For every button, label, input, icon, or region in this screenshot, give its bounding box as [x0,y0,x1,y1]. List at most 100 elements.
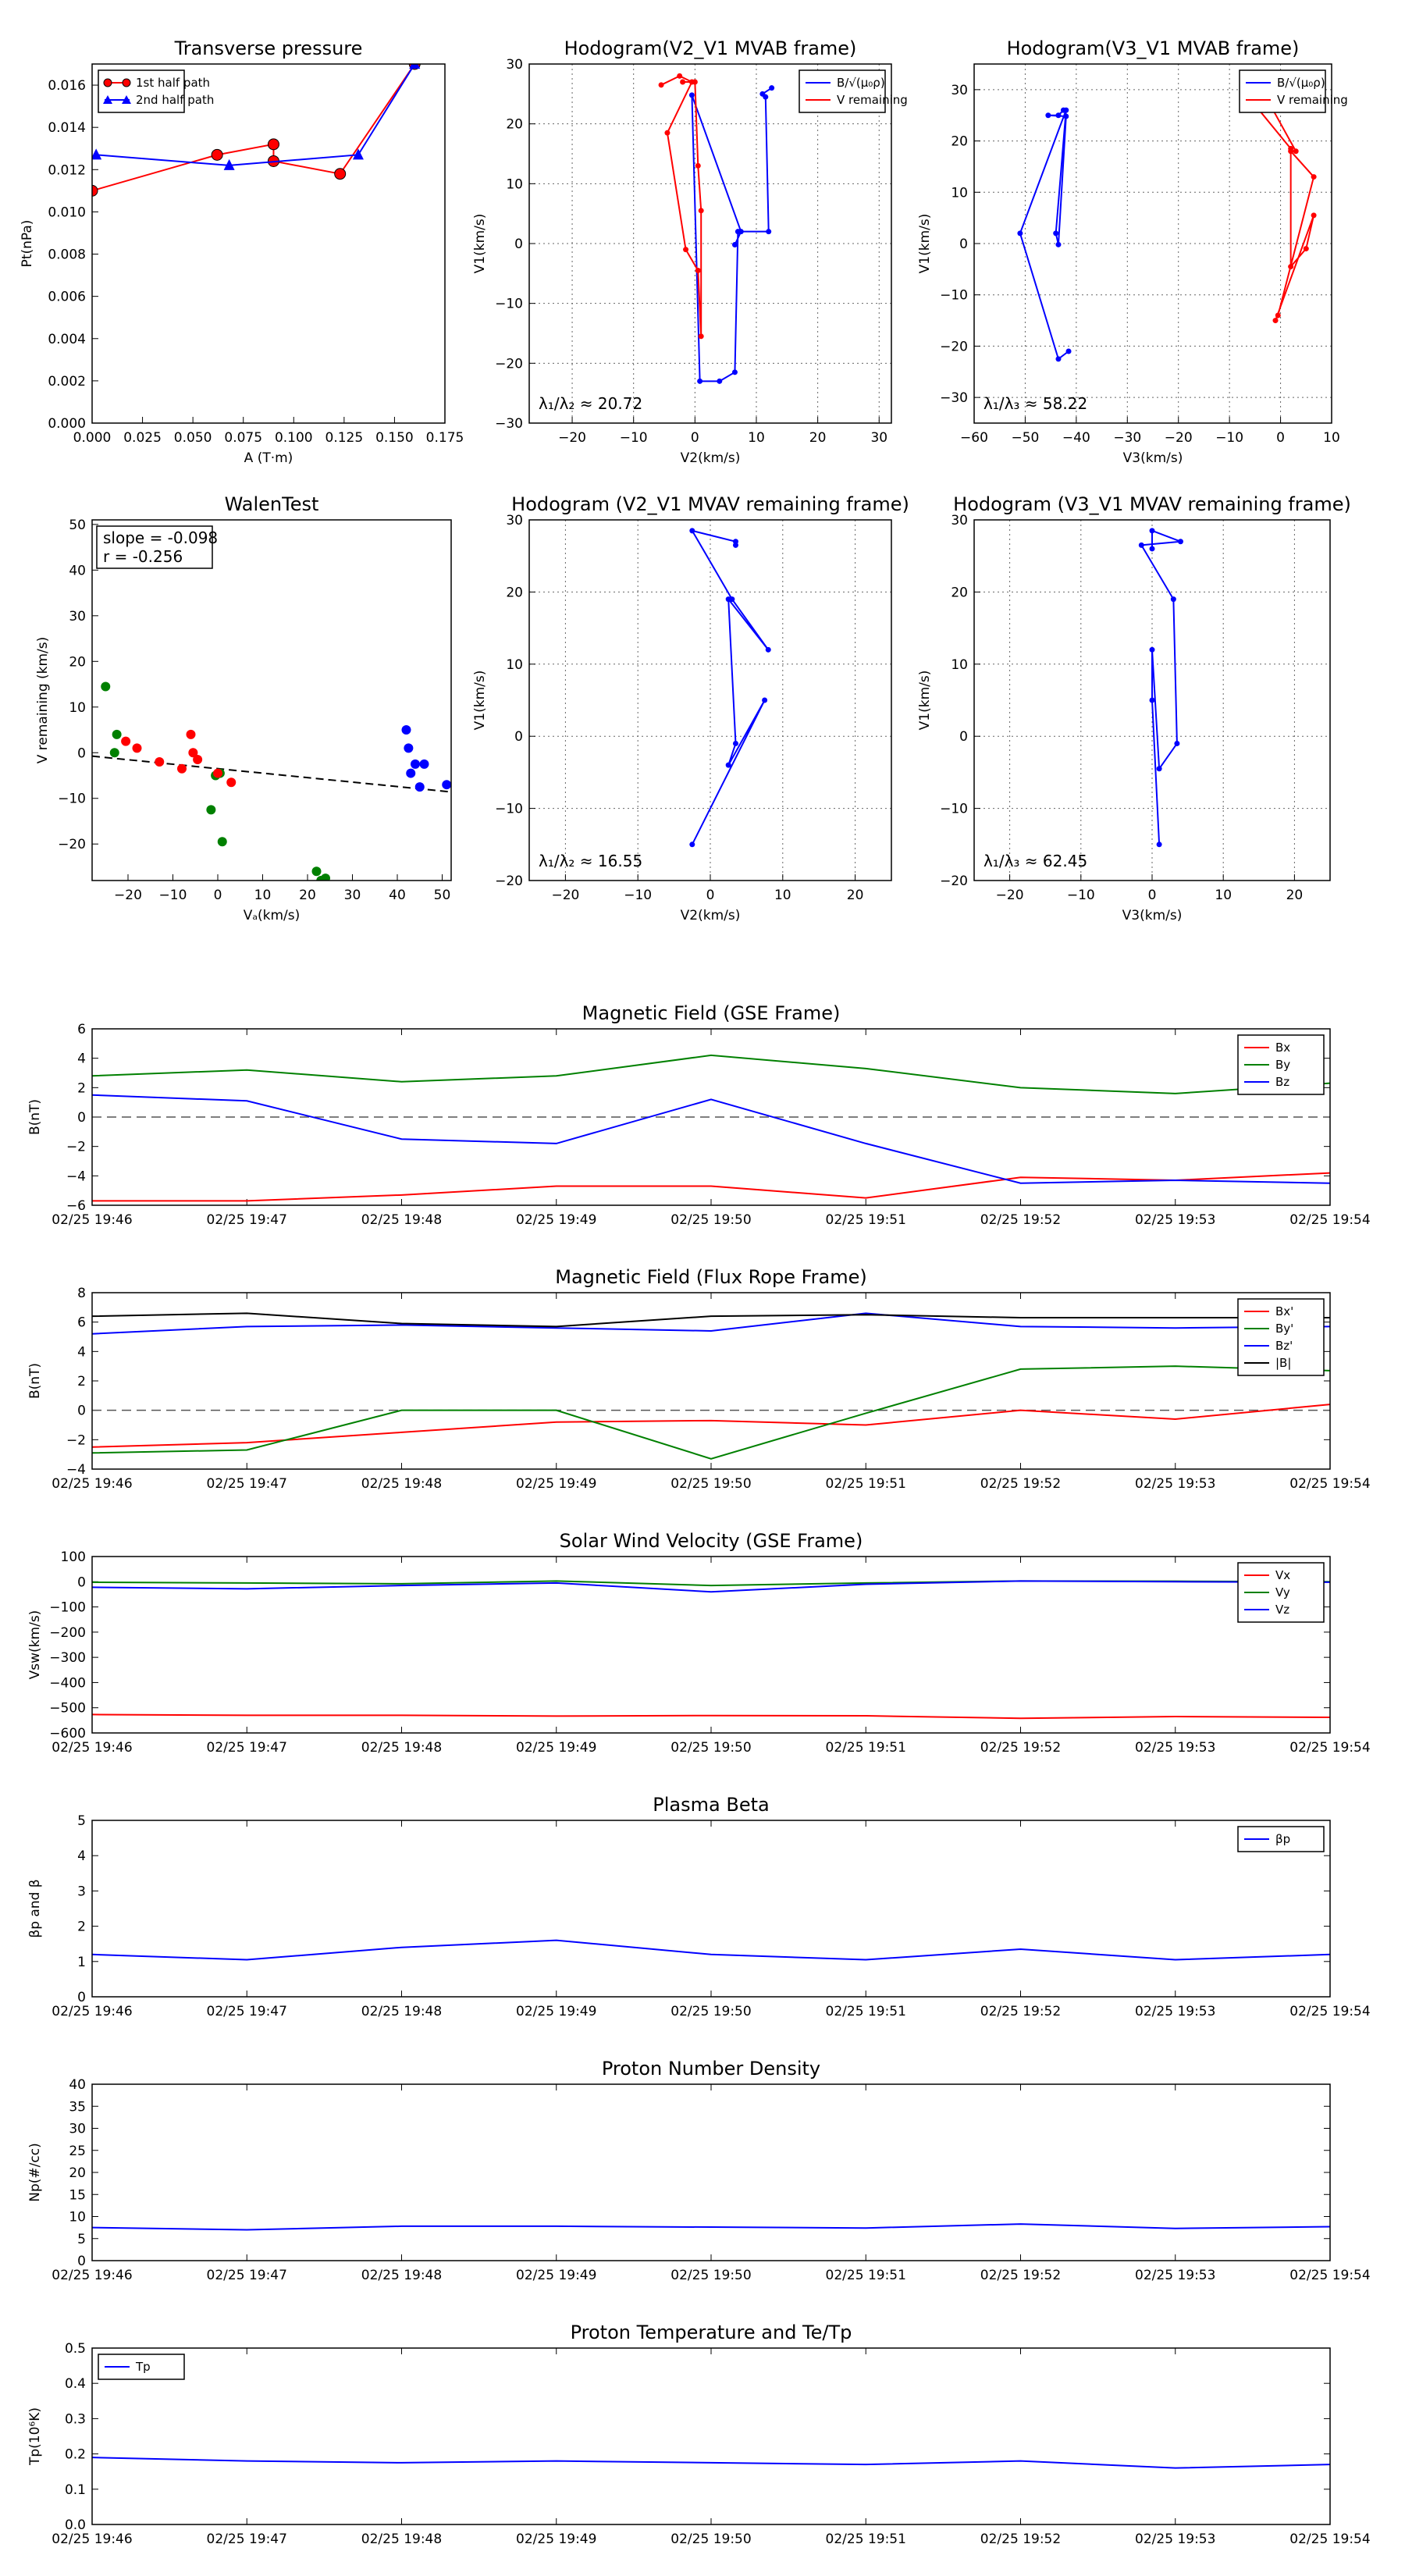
beta-xtick-label: 02/25 19:52 [980,2004,1061,2019]
tp-ytick-label: 0.002 [48,374,86,390]
hodo3-ytick-label: 20 [506,585,523,600]
tpr-frame [91,2347,1331,2525]
beta-legend: βp [1237,1826,1325,1852]
walen-xtick-label: 0 [214,888,222,903]
tp-ytick-label: 0.010 [48,205,86,220]
vsw-xtick-label: 02/25 19:51 [826,1740,906,1756]
bfr-ytick-label: −2 [66,1432,86,1448]
tp-ytick-label: 0.004 [48,332,86,347]
hodo2-point [1293,148,1299,155]
hodo2-ytick-label: −10 [940,288,968,304]
walen-point [411,759,420,769]
vsw-series-0-line [91,1713,1331,1720]
hodo1-legend-label: B/√(μ₀ρ) [837,76,885,90]
hodo1-ytick-label: 0 [514,237,523,252]
tpr-ytick-label: 0.3 [65,2411,86,2427]
hodo4-point [1149,646,1155,653]
bgse-series-2-line [91,1094,1331,1184]
hodo1-series-0-line [691,87,773,382]
walen-point [193,755,203,765]
hodo4-ytick-label: −10 [940,802,968,817]
hodo4-point [1149,528,1155,534]
beta-frame [91,1820,1331,1998]
vsw-legend-label: Vx [1275,1568,1290,1582]
hodo3-point [732,542,738,548]
bgse-ytick-label: 4 [77,1051,86,1067]
bfr-xtick-label: 02/25 19:53 [1135,1476,1215,1492]
bgse-xtick-label: 02/25 19:50 [670,1212,751,1228]
hodo1-point [683,247,689,253]
hodo2-legend: B/√(μ₀ρ) V remaining [1239,69,1348,113]
bgse-ytick-label: 0 [77,1110,86,1126]
hodo4-xtick-label: −10 [1067,888,1095,903]
bfr-xtick-label: 02/25 19:46 [52,1476,132,1492]
vsw-frame [91,1556,1331,1734]
walen-ytick-label: −20 [58,837,86,852]
walen-point [109,748,119,758]
tp-ytick-label: 0.014 [48,120,86,136]
tp-legend-marker [103,95,112,104]
bfr-ytick-label: 4 [77,1344,86,1360]
tp-title: Transverse pressure [174,37,363,59]
walen-point [132,743,142,753]
hodo4-point [1174,740,1180,746]
beta-legend-label: βp [1275,1832,1290,1846]
tp-xtick-label: 0.100 [275,430,313,446]
hodo1-xtick-label: 30 [870,430,887,446]
hodo1-point [769,85,775,91]
hodo2-series-1-line [1254,104,1315,322]
beta-xtick-label: 02/25 19:54 [1289,2004,1370,2019]
hodo2-point [1055,356,1062,362]
tpr-series-0-line [91,2457,1331,2469]
tp-ytick-label: 0.012 [48,162,86,178]
np-ytick-label: 20 [69,2165,86,2181]
vsw-xtick-label: 02/25 19:48 [361,1740,442,1756]
bgse-ytick-label: −6 [66,1198,86,1214]
bgse-legend-label: Bz [1275,1075,1289,1089]
chart-tp: 0.000 0.025 0.050 0.075 0.100 0.125 0.150 0.175… [20,37,464,466]
hodo2-xtick-label: −60 [960,430,988,446]
np-ytick-label: 30 [69,2122,86,2137]
walen-stats-line: slope = -0.098 [103,528,218,547]
tpr-legend-label: Tp [135,2360,151,2374]
np-xtick-label: 02/25 19:47 [207,2268,287,2283]
beta-xtick-label: 02/25 19:49 [516,2004,596,2019]
tp-point [334,168,347,180]
tp-frame [91,63,446,424]
tpr-xtick-label: 02/25 19:48 [361,2532,442,2547]
hodo2-point [1045,112,1051,119]
hodo1-title: Hodogram(V2_V1 MVAB frame) [564,37,857,59]
bfr-ylabel: B(nT) [27,1363,43,1399]
tp-legend-marker [122,95,131,104]
walen-ylabel: V remaining (km/s) [35,637,51,764]
hodo2-point [1065,348,1072,354]
walen-ytick-label: 0 [77,745,86,761]
bfr-series-3-line [91,1312,1330,1328]
tp-point [92,148,102,160]
np-ytick-label: 25 [69,2144,86,2159]
bgse-frame [91,1028,1331,1206]
hodo1-ytick-label: −20 [495,356,523,372]
chart-beta: 02/25 19:46 02/25 19:47 02/25 19:48 02/25 1… [27,1794,1371,2019]
hodo2-frame [973,63,1332,424]
chart-bgse: 02/25 19:46 02/25 19:47 02/25 19:48 02/25 1… [27,1002,1371,1228]
hodo1-point [695,162,701,169]
tpr-legend: Tp [98,2354,185,2380]
walen-point [213,768,222,778]
hodo4-xtick-label: 10 [1215,888,1232,903]
vsw-ytick-label: −500 [49,1701,86,1717]
tp-xtick-label: 0.050 [174,430,212,446]
bfr-series-2-line [91,1312,1331,1335]
beta-xtick-label: 02/25 19:53 [1135,2004,1215,2019]
hodo3-ytick-label: −10 [495,802,523,817]
bfr-xtick-label: 02/25 19:52 [980,1476,1061,1492]
vsw-xtick-label: 02/25 19:53 [1135,1740,1215,1756]
np-ytick-label: 35 [69,2099,86,2115]
walen-xtick-label: 30 [344,888,361,903]
hodo4-ytick-label: 20 [951,585,968,600]
tp-ytick-label: 0.000 [48,416,86,432]
hodo4-point [1149,546,1155,552]
tpr-xtick-label: 02/25 19:49 [516,2532,596,2547]
bfr-legend-label: By' [1275,1322,1293,1336]
hodo2-point [1303,246,1309,252]
